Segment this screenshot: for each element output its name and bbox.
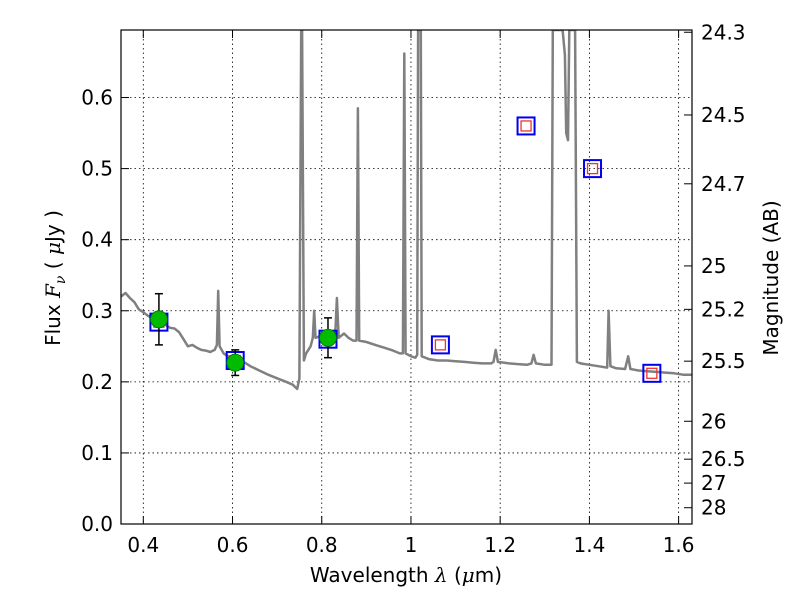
plot-frame (120, 29, 693, 525)
data-points (149, 116, 662, 383)
x-tick-label: 0.8 (306, 533, 338, 557)
y2-tick-label: 25.5 (701, 349, 746, 373)
observed-flux-point (150, 310, 168, 329)
model-flux-inner (586, 162, 599, 175)
y-axis-label: Flux Fν ( μJy ) (41, 210, 69, 346)
y-tick-label: 0.1 (81, 441, 113, 465)
y2-tick-label: 27 (701, 471, 726, 495)
model-flux-box (516, 116, 536, 136)
sed-spectrum-line (121, 30, 692, 391)
axis-ticks: 0.4 0.6 0.8 1 1.2 1.4 1.6 0.0 0.1 0.2 0.3 0.4 0.5 0.6… (81, 20, 745, 557)
y-tick-label: 0.6 (81, 86, 113, 110)
y-tick-label: 0.0 (81, 512, 113, 536)
x-tick-label: 0.6 (217, 533, 249, 557)
observed-flux-point (226, 353, 245, 372)
y2-tick-label: 26.5 (701, 447, 746, 471)
x-tick-label: 0.4 (127, 533, 159, 557)
x-axis-label: Wavelength λ (μm) (310, 563, 502, 587)
x-tick-label: 1.4 (573, 533, 605, 557)
model-flux-inner (646, 367, 658, 379)
y2-tick-label: 24.5 (701, 103, 746, 127)
y2-tick-label: 25.2 (701, 297, 746, 321)
model-flux-inner (520, 120, 532, 132)
y2-tick-label: 25 (701, 254, 726, 278)
y2-axis-label: Magnitude (AB) (759, 200, 783, 355)
x-tick-label: 1.2 (484, 533, 516, 557)
model-flux-box (642, 363, 662, 383)
y2-tick-label: 28 (701, 496, 726, 520)
y2-tick-label: 24.3 (701, 20, 746, 44)
y-tick-label: 0.2 (81, 370, 113, 394)
x-tick-label: 1 (405, 533, 418, 557)
y2-tick-label: 26 (701, 409, 726, 433)
y-tick-label: 0.3 (81, 299, 113, 323)
x-tick-label: 1.6 (663, 533, 695, 557)
observed-flux-point (319, 328, 337, 347)
y-tick-label: 0.4 (81, 228, 113, 252)
y-tick-label: 0.5 (81, 157, 113, 181)
model-flux-box (430, 335, 450, 355)
grid (121, 30, 692, 524)
y2-tick-label: 24.7 (701, 172, 746, 196)
model-flux-inner (434, 339, 447, 351)
model-flux-box (583, 159, 603, 179)
